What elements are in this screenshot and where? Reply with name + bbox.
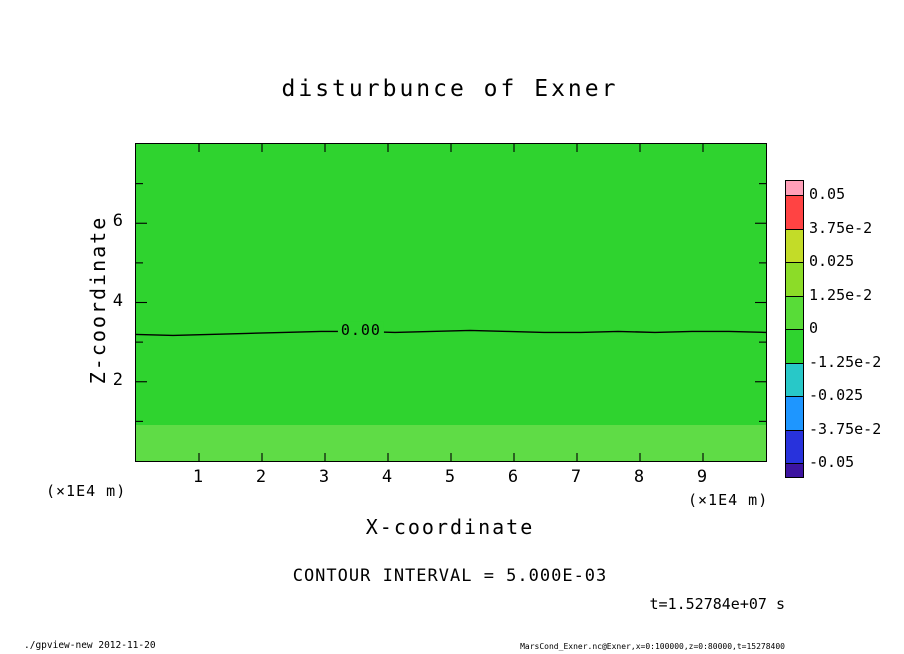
colorbar-label: 0.025 [809, 252, 855, 270]
plot-fills [136, 144, 766, 461]
x-tick-label: 6 [507, 467, 519, 487]
y-tick-label: 2 [112, 369, 123, 390]
colorbar-segment [786, 181, 803, 195]
x-tick-label: 7 [570, 467, 582, 487]
x-tick-label: 9 [696, 467, 708, 487]
plot-fill-field [136, 144, 766, 461]
x-tick-label: 5 [444, 467, 456, 487]
contour-interval-label: CONTOUR INTERVAL = 5.000E-03 [292, 566, 608, 586]
colorbar-segment [786, 429, 803, 463]
colorbar-segment [786, 295, 803, 329]
colorbar-segment [786, 195, 803, 229]
x-tick-label: 1 [192, 467, 204, 487]
colorbar-segment [786, 329, 803, 363]
colorbar [785, 180, 804, 478]
colorbar-segment [786, 362, 803, 396]
colorbar-label: -0.05 [809, 453, 855, 471]
contour-plot-svg [136, 144, 766, 461]
colorbar-segment [786, 396, 803, 430]
colorbar-label: -0.025 [809, 386, 864, 404]
x-tick-label: 4 [381, 467, 393, 487]
y-tick-label: 6 [112, 211, 123, 232]
footer-source-text: MarsCond_Exner.nc@Exner,x=0:100000,z=0:8… [520, 642, 785, 651]
colorbar-label: 1.25e-2 [809, 285, 873, 304]
colorbar-label: 3.75e-2 [809, 218, 873, 237]
colorbar-segment [786, 463, 803, 477]
colorbar-segment [786, 228, 803, 262]
x-tick-label: 3 [318, 467, 330, 487]
plot-area: 0.00 [135, 143, 767, 462]
x-tick-label: 8 [633, 467, 645, 487]
colorbar-label: -3.75e-2 [809, 419, 882, 438]
x-axis-label: X-coordinate [365, 515, 535, 539]
colorbar-label: -1.25e-2 [809, 352, 882, 371]
footer-command-text: ./gpview-new 2012-11-20 [24, 640, 156, 651]
x-axis-unit-label: (×1E4 m) [688, 491, 769, 509]
colorbar-label: 0.05 [809, 185, 846, 203]
chart-title: disturbunce of Exner [281, 76, 619, 102]
colorbar-label: 0 [809, 319, 819, 337]
y-tick-label: 4 [112, 290, 123, 311]
zero-contour-line [136, 329, 766, 337]
colorbar-segment [786, 262, 803, 296]
time-label: t=1.52784e+07 s [649, 595, 785, 613]
x-tick-label: 2 [255, 467, 267, 487]
y-axis-unit-label: (×1E4 m) [46, 482, 127, 500]
contour-zero-label: 0.00 [337, 321, 384, 340]
